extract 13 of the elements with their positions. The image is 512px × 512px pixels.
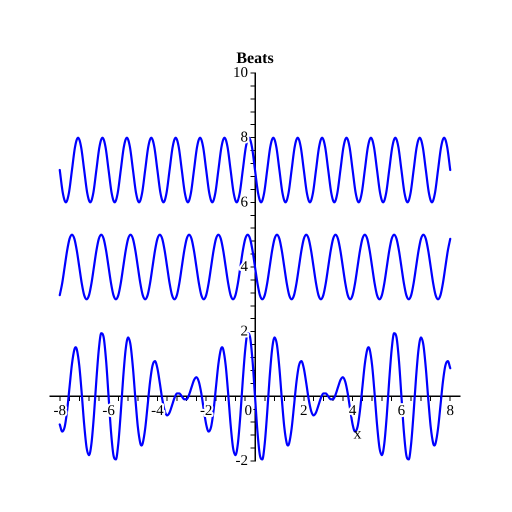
y-axis-title: Beats [236,50,274,68]
y-tick-label: -2 [236,452,248,469]
x-tick-label: 8 [446,402,454,419]
y-tick-label: 6 [240,194,248,210]
x-tick-label: 2 [300,402,308,419]
x-axis-title: x [354,426,362,443]
x-tick-label: 0 [244,402,252,419]
line-series [58,234,452,300]
y-tick-label: 10 [233,64,248,81]
x-tick-label: -8 [54,402,66,419]
y-tick-label: 8 [240,130,248,146]
y-tick-label: 2 [240,324,248,340]
x-tick-label: -4 [151,402,164,419]
